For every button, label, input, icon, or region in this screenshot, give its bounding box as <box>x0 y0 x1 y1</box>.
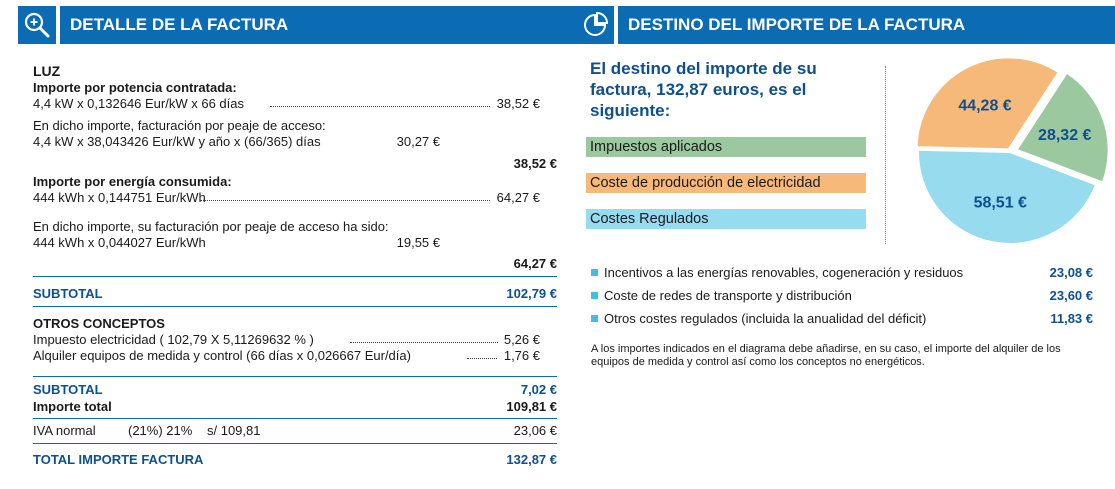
otros-title: OTROS CONCEPTOS <box>33 316 165 331</box>
peaje-energia-calc: 444 kWh x 0,044027 Eur/kWh <box>33 235 206 250</box>
pie-slice-label: 44,28 € <box>958 98 1011 115</box>
leader-dots <box>200 200 490 201</box>
bullet-icon <box>591 292 598 299</box>
total-factura-value: 132,87 € <box>506 452 557 467</box>
iva-label: IVA normal <box>33 423 96 438</box>
alquiler-value: 1,76 € <box>503 348 540 363</box>
divider <box>885 66 886 244</box>
destino-title: DESTINO DEL IMPORTE DE LA FACTURA <box>618 6 1115 44</box>
legend-produccion: Coste de producción de electricidad <box>586 173 866 193</box>
divider <box>33 418 557 419</box>
destino-pie-chart: 28,32 € 58,51 € 44,28 € <box>915 56 1110 245</box>
potencia-value: 38,52 € <box>496 96 540 111</box>
destino-intro: El destino del importe de su factura, 13… <box>590 59 817 120</box>
peaje-energia-text: En dicho importe, su facturación por pea… <box>33 219 389 234</box>
potencia-calc: 4,4 kW x 0,132646 Eur/kW x 66 días <box>33 96 244 111</box>
bullet-icon <box>591 315 598 322</box>
pie-slice-label: 28,32 € <box>1038 127 1091 144</box>
peaje-energia-value: 19,55 € <box>396 235 440 250</box>
peaje-potencia-text: En dicho importe, facturación por peaje … <box>33 118 326 133</box>
energia-calc: 444 kWh x 0,144751 Eur/kWh <box>33 190 206 205</box>
potencia-label: Importe por potencia contratada: <box>33 80 237 95</box>
legend-regulados: Costes Regulados <box>586 209 866 229</box>
pie-slice <box>915 56 1061 151</box>
legend-impuestos: Impuestos aplicados <box>586 137 866 157</box>
subtotal-label: SUBTOTAL <box>33 286 103 301</box>
destino-note: A los importes indicados en el diagrama … <box>591 343 1061 368</box>
pie-slice <box>1015 71 1110 184</box>
detalle-title: DETALLE DE LA FACTURA <box>60 6 580 44</box>
regulado-item-value: 11,83 € <box>1050 311 1093 326</box>
leader-dots <box>350 342 498 343</box>
iva-base: s/ 109,81 <box>207 423 261 438</box>
iva-value: 23,06 € <box>513 423 557 438</box>
leader-dots <box>270 106 490 107</box>
energia-value: 64,27 € <box>496 190 540 205</box>
regulado-item-value: 23,08 € <box>1049 265 1093 280</box>
pie-chart-icon <box>576 6 614 44</box>
destino-header: DESTINO DEL IMPORTE DE LA FACTURA <box>576 6 1115 44</box>
peaje-potencia-calc: 4,4 kW x 38,043426 Eur/kW y año x (66/36… <box>33 134 321 149</box>
energia-label: Importe por energía consumida: <box>33 174 232 189</box>
leader-dots <box>467 358 497 359</box>
divider <box>33 376 557 377</box>
divider <box>33 306 557 307</box>
importe-total-label: Importe total <box>33 399 112 414</box>
iva-rate: (21%) 21% <box>128 423 193 438</box>
impuesto-label: Impuesto electricidad ( 102,79 X 5,11269… <box>33 332 314 347</box>
luz-title: LUZ <box>33 63 61 79</box>
divider <box>33 276 557 277</box>
regulado-item-label: Otros costes regulados (incluida la anua… <box>604 311 927 326</box>
total-factura-label: TOTAL IMPORTE FACTURA <box>33 452 204 467</box>
regulado-item-label: Coste de redes de transporte y distribuc… <box>604 288 852 303</box>
pie-slice <box>917 148 1098 245</box>
regulado-item-label: Incentivos a las energías renovables, co… <box>604 265 964 280</box>
importe-total-value: 109,81 € <box>506 399 557 414</box>
energia-total: 64,27 € <box>513 256 557 271</box>
potencia-total: 38,52 € <box>513 156 557 171</box>
pie-slice-label: 58,51 € <box>974 195 1027 212</box>
subtotal2-label: SUBTOTAL <box>33 382 103 397</box>
subtotal2-value: 7,02 € <box>520 382 557 397</box>
peaje-potencia-value: 30,27 € <box>396 134 440 149</box>
bullet-icon <box>591 269 598 276</box>
detalle-header: DETALLE DE LA FACTURA <box>18 6 580 44</box>
divider <box>33 443 557 444</box>
impuesto-value: 5,26 € <box>503 332 540 347</box>
regulado-item-value: 23,60 € <box>1049 288 1093 303</box>
alquiler-label: Alquiler equipos de medida y control (66… <box>33 348 411 363</box>
magnifier-icon <box>18 6 56 44</box>
subtotal-value: 102,79 € <box>506 286 557 301</box>
